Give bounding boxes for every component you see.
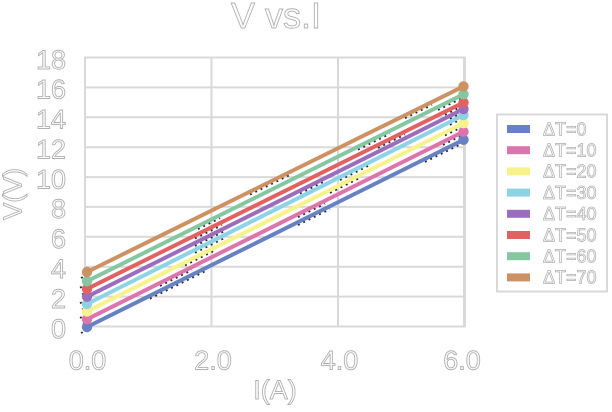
svg-text:ΔT=10: ΔT=10 bbox=[543, 141, 597, 161]
svg-text:2.0: 2.0 bbox=[194, 346, 232, 376]
svg-text:6.0: 6.0 bbox=[443, 346, 481, 376]
svg-text:4: 4 bbox=[51, 254, 66, 284]
svg-text:10: 10 bbox=[36, 164, 66, 194]
svg-text:0.0: 0.0 bbox=[69, 346, 107, 376]
svg-text:ΔT=40: ΔT=40 bbox=[543, 204, 597, 224]
svg-text:14: 14 bbox=[36, 105, 66, 135]
svg-text:0: 0 bbox=[51, 314, 66, 344]
svg-text:4.0: 4.0 bbox=[321, 346, 359, 376]
svg-text:18: 18 bbox=[36, 45, 66, 75]
svg-text:ΔT=30: ΔT=30 bbox=[543, 183, 597, 203]
svg-text:ΔT=60: ΔT=60 bbox=[543, 247, 597, 267]
svg-text:12: 12 bbox=[36, 135, 66, 165]
svg-text:ΔT=20: ΔT=20 bbox=[543, 162, 597, 182]
svg-text:ΔT=0: ΔT=0 bbox=[543, 119, 587, 139]
svg-text:V(V): V(V) bbox=[0, 168, 28, 220]
svg-text:2: 2 bbox=[51, 284, 66, 314]
svg-text:V vs.I: V vs.I bbox=[231, 0, 321, 36]
svg-text:ΔT=70: ΔT=70 bbox=[543, 268, 597, 288]
svg-text:16: 16 bbox=[36, 75, 66, 105]
svg-text:I(A): I(A) bbox=[253, 375, 297, 405]
svg-text:6: 6 bbox=[51, 224, 66, 254]
svg-text:ΔT=50: ΔT=50 bbox=[543, 225, 597, 245]
svg-text:8: 8 bbox=[51, 194, 66, 224]
